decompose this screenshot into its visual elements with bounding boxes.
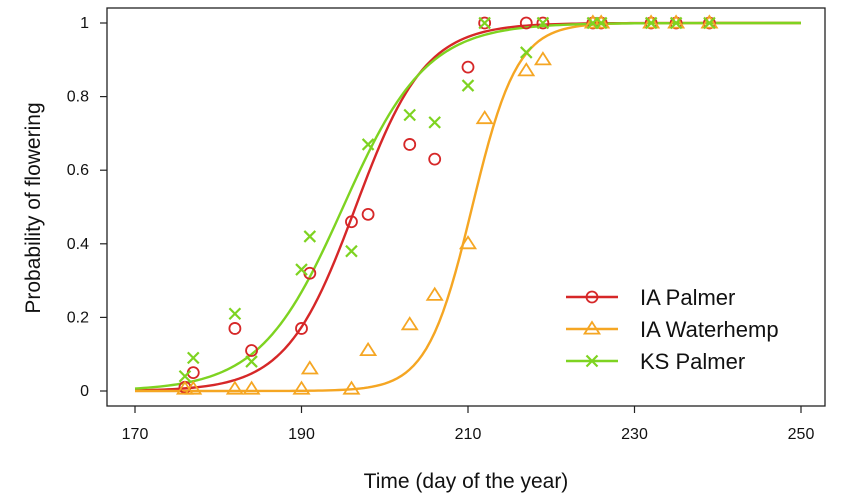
legend-label-ks-palmer: KS Palmer (640, 349, 745, 374)
data-point-ia-palmer (428, 152, 442, 166)
x-tick-label: 190 (288, 426, 315, 443)
y-tick-label: 0.8 (67, 89, 89, 106)
axes: 170 190 210 230 250 0 0.2 0.4 0.6 0.8 1 (67, 15, 815, 443)
data-point-ia-palmer (345, 215, 358, 229)
data-point-ia-palmer (536, 16, 550, 30)
data-point-ia-palmer (228, 322, 242, 335)
data-point-ia-waterhemp (359, 341, 378, 357)
legend-marker-ia-palmer (585, 290, 599, 304)
data-point-ia-waterhemp (642, 14, 661, 29)
data-point-ks-palmer (186, 351, 200, 365)
data-point-ks-palmer (461, 79, 475, 92)
data-point-ia-waterhemp (700, 14, 719, 29)
data-point-ks-palmer (228, 307, 242, 320)
data-point-ia-palmer (461, 60, 475, 74)
data-point-ia-waterhemp (533, 51, 552, 66)
data-point-ia-waterhemp (225, 380, 244, 395)
data-point-ks-palmer (303, 230, 317, 243)
legend-marker-ia-waterhemp (582, 320, 602, 335)
data-point-ia-waterhemp (400, 316, 419, 331)
data-point-ia-waterhemp (184, 380, 203, 395)
data-point-ia-waterhemp (292, 380, 311, 395)
fit-curve-ks-palmer (134, 21, 801, 390)
y-tick-label: 0 (80, 383, 89, 400)
legend: IA Palmer IA Waterhemp KS Palmer (566, 285, 779, 374)
x-tick-label: 170 (122, 426, 149, 443)
data-point-ia-palmer (478, 16, 492, 30)
x-axis-label: Time (day of the year) (364, 470, 569, 493)
y-tick-label: 0.2 (67, 309, 89, 326)
data-point-ks-palmer (478, 16, 491, 30)
data-point-ia-palmer (361, 207, 375, 221)
legend-label-ia-palmer: IA Palmer (640, 285, 735, 310)
data-point-ia-waterhemp (242, 380, 261, 395)
data-point-ks-palmer (403, 108, 417, 122)
data-point-ks-palmer (245, 355, 258, 368)
x-tick-label: 210 (455, 426, 482, 443)
data-point-ia-waterhemp (517, 62, 536, 77)
data-point-ks-palmer (703, 16, 716, 30)
legend-label-ia-waterhemp: IA Waterhemp (640, 317, 779, 342)
y-tick-label: 0.4 (67, 236, 89, 253)
data-point-ks-palmer (428, 116, 441, 129)
data-point-ia-waterhemp (342, 380, 361, 395)
data-point-ia-waterhemp (592, 14, 611, 29)
y-tick-label: 1 (80, 15, 89, 32)
data-point-ks-palmer (669, 16, 683, 30)
data-point-ks-palmer (345, 244, 358, 258)
data-point-ia-waterhemp (300, 360, 319, 375)
data-points (175, 14, 719, 395)
data-point-ks-palmer (295, 263, 308, 276)
data-point-ks-palmer (644, 16, 658, 30)
data-point-ks-palmer (361, 138, 375, 151)
plot-frame (106, 7, 826, 407)
data-point-ks-palmer (594, 16, 608, 30)
y-tick-label: 0.6 (67, 162, 89, 179)
data-point-ia-waterhemp (458, 235, 478, 250)
x-tick-label: 250 (788, 426, 815, 443)
data-point-ia-palmer (519, 16, 533, 30)
data-point-ia-palmer (403, 138, 417, 151)
data-point-ia-palmer (245, 344, 258, 357)
data-point-ia-palmer (295, 322, 308, 335)
data-point-ks-palmer (536, 16, 550, 30)
data-point-ia-waterhemp (475, 110, 494, 125)
x-tick-label: 230 (621, 426, 648, 443)
y-axis-label: Probability of flowering (22, 102, 45, 313)
data-point-ia-waterhemp (425, 286, 444, 301)
data-point-ks-palmer (519, 46, 533, 59)
data-point-ks-palmer (178, 370, 192, 383)
data-point-ia-waterhemp (667, 14, 686, 29)
legend-marker-ks-palmer (585, 354, 599, 368)
